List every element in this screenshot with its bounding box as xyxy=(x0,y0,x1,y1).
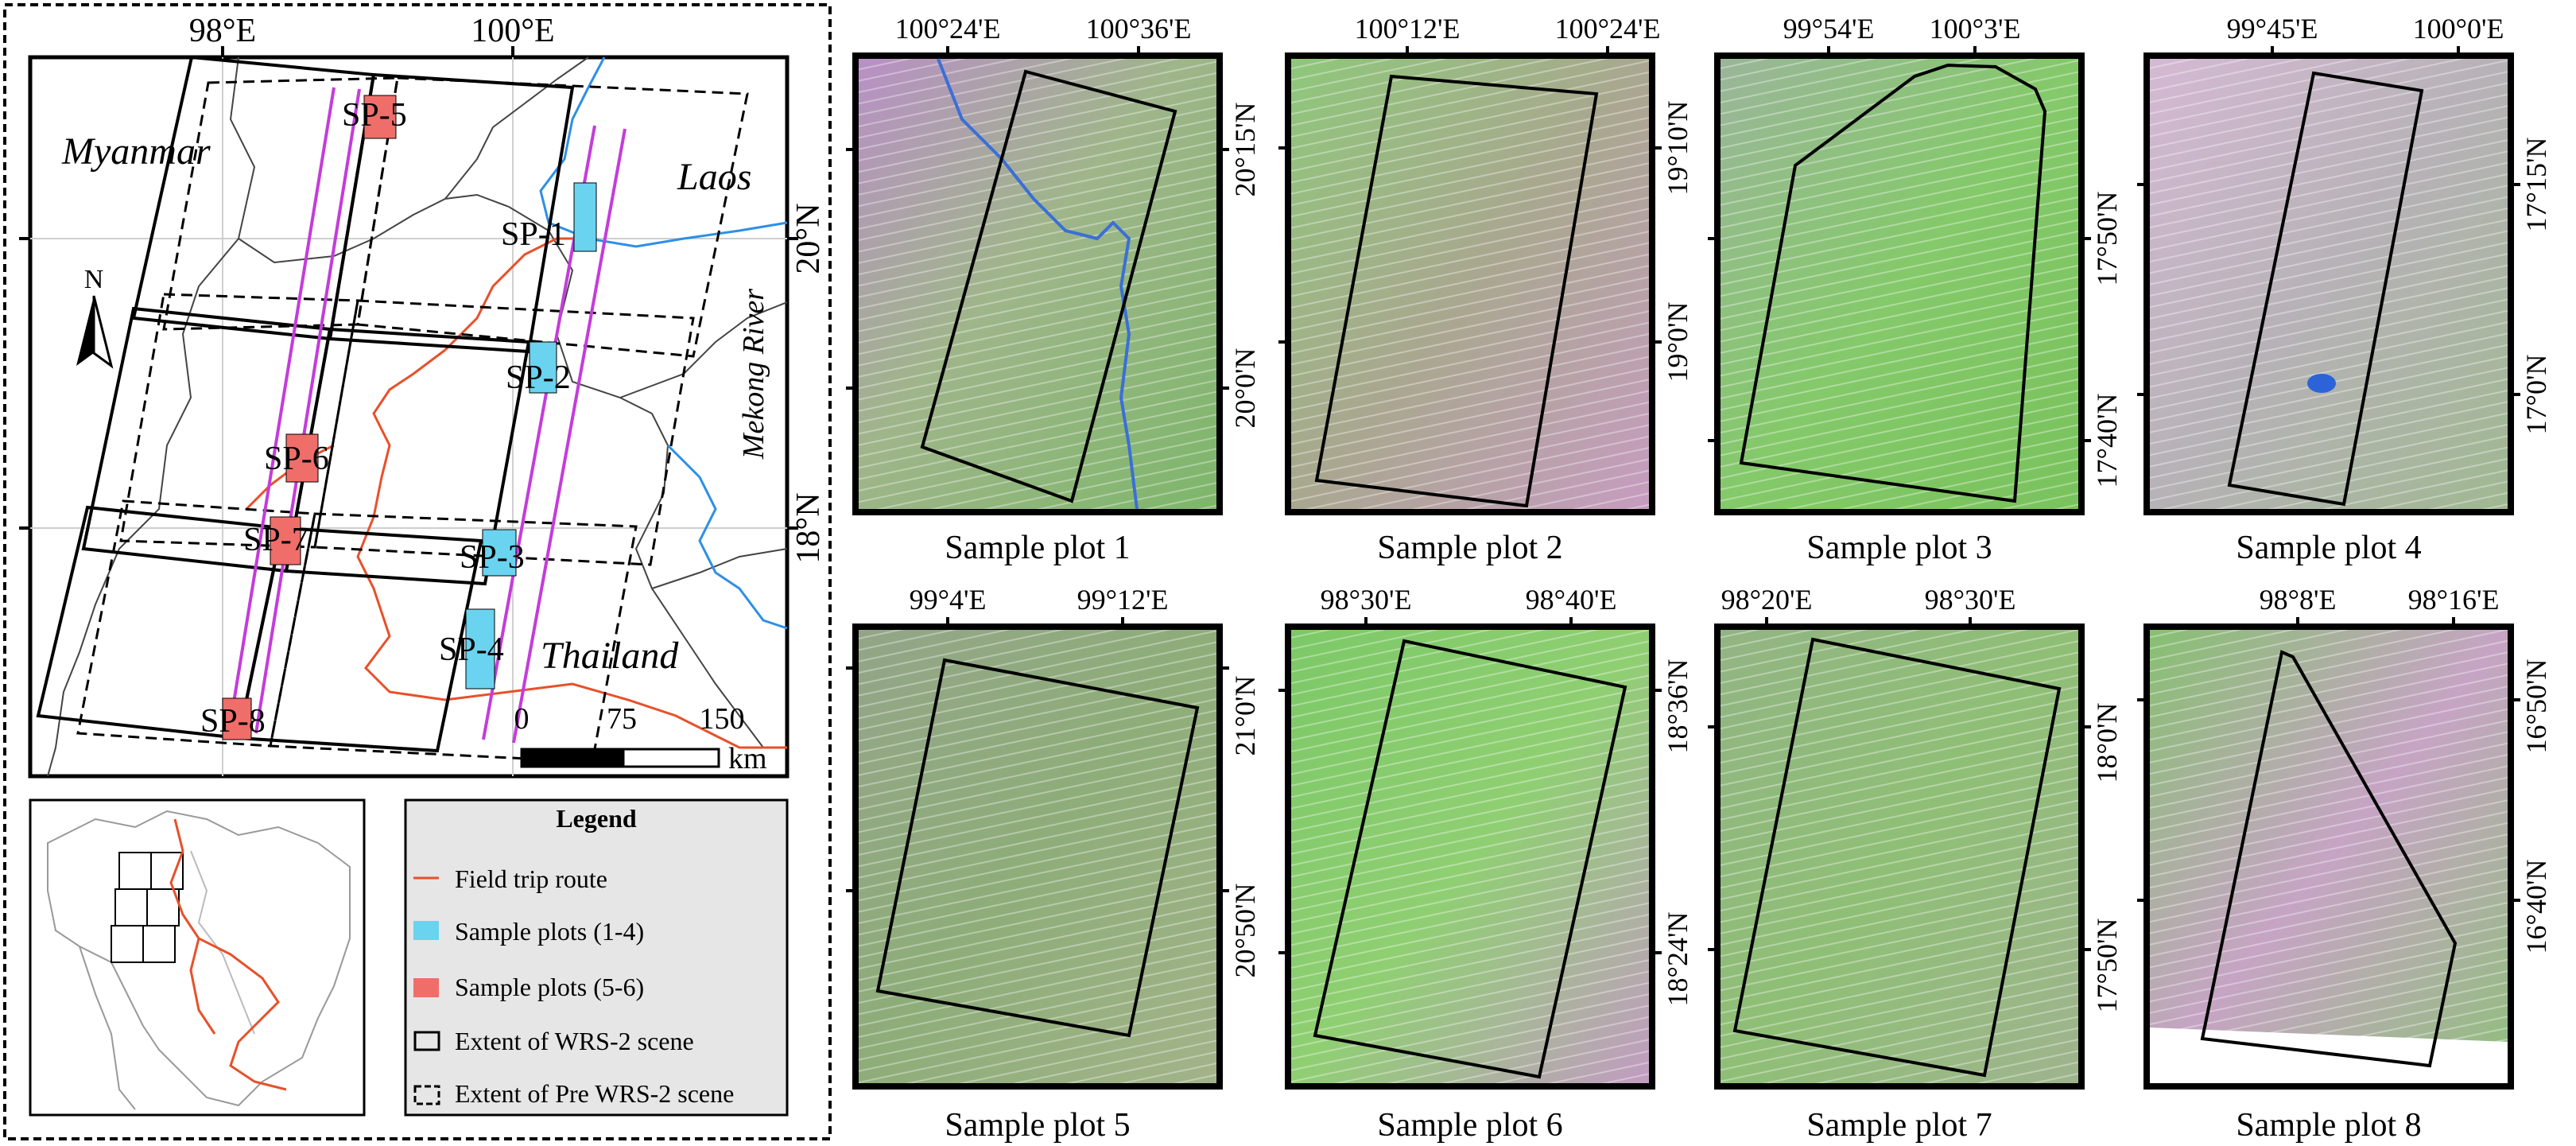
panel-lat-label: 16°40'N xyxy=(2520,860,2552,954)
lon-label: 100°E xyxy=(471,13,554,49)
panel-sample-plot-6 xyxy=(1278,617,1662,1090)
panel-lon-label: 100°3'E xyxy=(1930,13,2021,45)
plot-label: SP-6 xyxy=(264,441,329,477)
legend-label: Extent of Pre WRS-2 scene xyxy=(455,1079,734,1108)
legend-swatch-dashed xyxy=(413,1085,440,1105)
legend-label: Sample plots (1-4) xyxy=(455,917,644,946)
scale-bar: 0 75 150 km xyxy=(514,702,767,775)
panel-lon-label: 99°54'E xyxy=(1783,13,1875,45)
svg-text:75: 75 xyxy=(607,702,637,736)
svg-text:150: 150 xyxy=(700,702,745,736)
plot-label: SP-1 xyxy=(501,216,566,253)
lon-label: 98°E xyxy=(189,13,256,49)
legend: Legend Field trip route Sample plots (1-… xyxy=(404,798,789,1117)
river xyxy=(666,444,788,630)
svg-text:km: km xyxy=(728,742,767,775)
panel-lat-label: 18°0'N xyxy=(2091,703,2123,783)
lat-label: 20°N xyxy=(790,203,827,274)
overview-frame xyxy=(3,3,832,1140)
panel-title: Sample plot 2 xyxy=(1377,530,1562,566)
panel-lat-label: 16°50'N xyxy=(2520,659,2552,754)
legend-label: Field trip route xyxy=(455,864,607,893)
sample-plot-markers xyxy=(222,95,597,740)
panel-lat-label: 17°15'N xyxy=(2520,138,2552,232)
panel-lon-label: 98°16'E xyxy=(2408,584,2500,616)
panel-lon-label: 98°8'E xyxy=(2260,584,2337,616)
panel-lon-label: 100°36'E xyxy=(1086,13,1192,45)
country-label: Thailand xyxy=(541,635,679,677)
svg-text:0: 0 xyxy=(514,702,530,736)
panel-lat-label: 17°40'N xyxy=(2091,394,2123,488)
panel-lat-label: 17°50'N xyxy=(2091,192,2123,286)
legend-title: Legend xyxy=(556,804,637,833)
north-arrow-icon xyxy=(76,295,114,369)
panel-lat-label: 17°0'N xyxy=(2520,355,2552,435)
plot-label: SP-2 xyxy=(506,359,571,396)
panel-sample-plot-5 xyxy=(846,617,1229,1090)
panel-title: Sample plot 5 xyxy=(945,1107,1130,1144)
panel-lon-label: 99°4'E xyxy=(910,584,987,616)
legend-swatch-solid xyxy=(413,1031,440,1051)
panel-title: Sample plot 4 xyxy=(2236,530,2421,566)
panel-lon-label: 100°0'E xyxy=(2413,13,2504,45)
overview-map xyxy=(19,46,798,779)
country-label: Myanmar xyxy=(61,130,211,173)
panel-title: Sample plot 6 xyxy=(1377,1107,1562,1144)
plot-label: SP-3 xyxy=(460,539,525,576)
panel-lat-label: 20°15'N xyxy=(1229,103,1261,197)
overview-map-frame xyxy=(28,55,789,779)
panel-sample-plot-1 xyxy=(846,46,1229,515)
country-label: Laos xyxy=(677,156,751,198)
legend-swatch-red xyxy=(413,978,439,997)
river-label: Mekong River xyxy=(737,289,770,460)
panel-lon-label: 99°45'E xyxy=(2227,13,2318,45)
panel-lat-label: 20°0'N xyxy=(1229,348,1261,429)
panel-lat-label: 21°0'N xyxy=(1229,676,1261,756)
panel-sample-plot-4 xyxy=(2137,46,2520,515)
legend-swatch-cyan xyxy=(413,921,439,940)
locator-map xyxy=(29,798,366,1117)
panel-lat-label: 20°50'N xyxy=(1229,884,1261,978)
country-border xyxy=(47,238,239,777)
panel-sample-plot-8 xyxy=(2137,617,2520,1090)
legend-label: Extent of WRS-2 scene xyxy=(455,1027,694,1055)
panel-lon-label: 98°30'E xyxy=(1925,584,2016,616)
panel-lon-label: 98°30'E xyxy=(1321,584,1412,616)
plot-label: SP-4 xyxy=(439,631,504,668)
lat-label: 18°N xyxy=(790,492,827,563)
panel-title: Sample plot 1 xyxy=(945,530,1130,566)
panel-title: Sample plot 3 xyxy=(1806,530,1992,566)
panel-lon-label: 99°12'E xyxy=(1077,584,1169,616)
panel-lat-label: 17°50'N xyxy=(2091,919,2123,1013)
panel-sample-plot-2 xyxy=(1278,46,1662,515)
panel-lat-label: 19°0'N xyxy=(1662,302,1693,383)
panel-lat-label: 19°10'N xyxy=(1662,101,1693,196)
panel-lat-label: 18°36'N xyxy=(1662,659,1693,754)
panel-lon-label: 100°24'E xyxy=(895,13,1001,45)
panel-title: Sample plot 7 xyxy=(1806,1107,1992,1144)
north-label: N xyxy=(84,265,104,294)
panel-lon-label: 100°24'E xyxy=(1555,13,1661,45)
panel-title: Sample plot 8 xyxy=(2236,1107,2421,1144)
panel-lon-label: 98°20'E xyxy=(1721,584,1813,616)
plot-label: SP-5 xyxy=(342,97,407,134)
panel-lon-label: 98°40'E xyxy=(1526,584,1617,616)
plot-label: SP-7 xyxy=(243,522,308,558)
panel-lon-label: 100°12'E xyxy=(1355,13,1461,45)
panel-lat-label: 18°24'N xyxy=(1662,912,1693,1007)
field-trip-route xyxy=(356,348,787,749)
panel-sample-plot-3 xyxy=(1708,46,2091,515)
legend-label: Sample plots (5-6) xyxy=(455,973,644,1001)
plot-label: SP-8 xyxy=(200,703,266,740)
panel-sample-plot-7 xyxy=(1708,617,2091,1090)
